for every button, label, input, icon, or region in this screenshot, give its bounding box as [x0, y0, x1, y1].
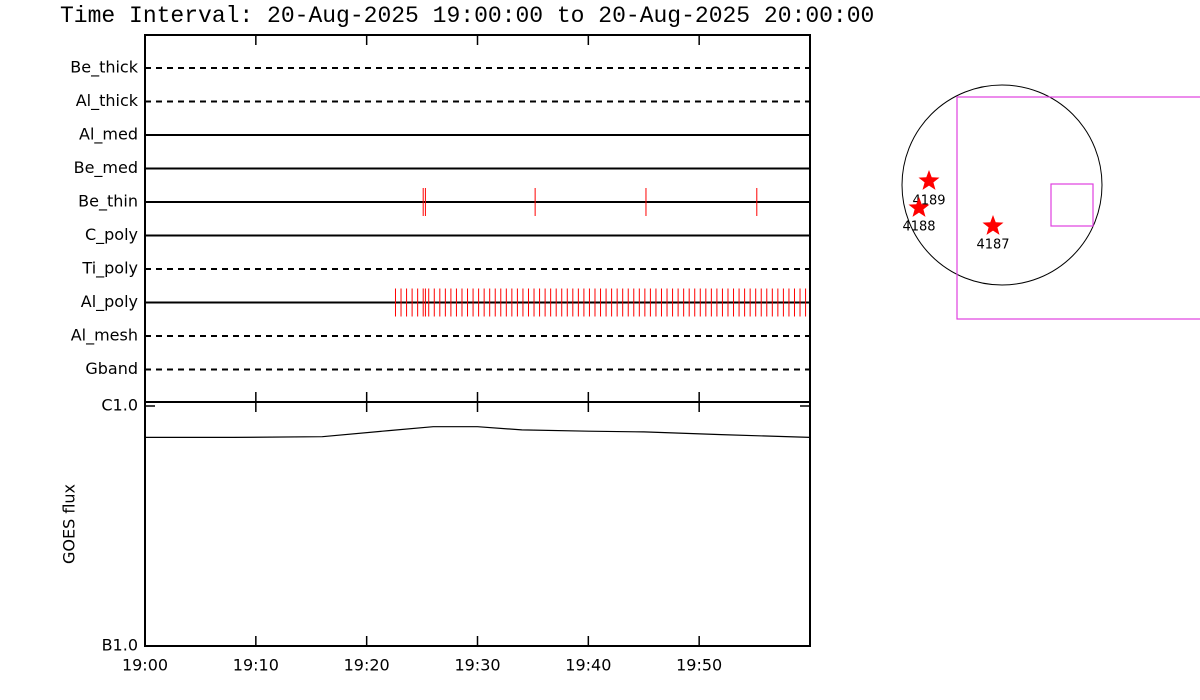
- filter-label: Al_poly: [81, 292, 138, 312]
- y-tick-label: C1.0: [101, 396, 138, 415]
- field-of-view: [956, 96, 1200, 320]
- sub-field: [1050, 183, 1094, 227]
- region-star: [982, 215, 1004, 235]
- x-tick-label: 19:30: [454, 656, 500, 675]
- filter-label: Ti_poly: [81, 259, 138, 279]
- solar-disk: [901, 84, 1103, 286]
- region-star: [918, 170, 940, 190]
- goes-curve: [145, 426, 811, 438]
- x-tick-label: 19:20: [344, 656, 390, 675]
- y-axis-label: GOES flux: [60, 484, 79, 564]
- filter-label: Be_thin: [78, 192, 138, 212]
- region-label: 4188: [902, 220, 935, 235]
- filter-label: Al_med: [79, 125, 138, 145]
- filter-label: Gband: [85, 359, 138, 378]
- x-tick-label: 19:00: [122, 656, 168, 675]
- region-label: 4187: [976, 238, 1009, 253]
- solar-map: 4189 4188 4187: [901, 84, 1200, 320]
- x-tick-label: 19:40: [565, 656, 611, 675]
- x-tick-label: 19:10: [233, 656, 279, 675]
- x-tick-label: 19:50: [676, 656, 722, 675]
- chart-title: Time Interval: 20-Aug-2025 19:00:00 to 2…: [60, 3, 874, 29]
- filter-label: Al_mesh: [71, 326, 138, 346]
- filter-label: Be_thick: [70, 58, 138, 78]
- region-star: [908, 197, 930, 217]
- y-tick-label: B1.0: [102, 636, 138, 655]
- filter-label: Be_med: [74, 158, 138, 178]
- filter-label: C_poly: [85, 225, 138, 245]
- filter-label: Al_thick: [76, 91, 139, 111]
